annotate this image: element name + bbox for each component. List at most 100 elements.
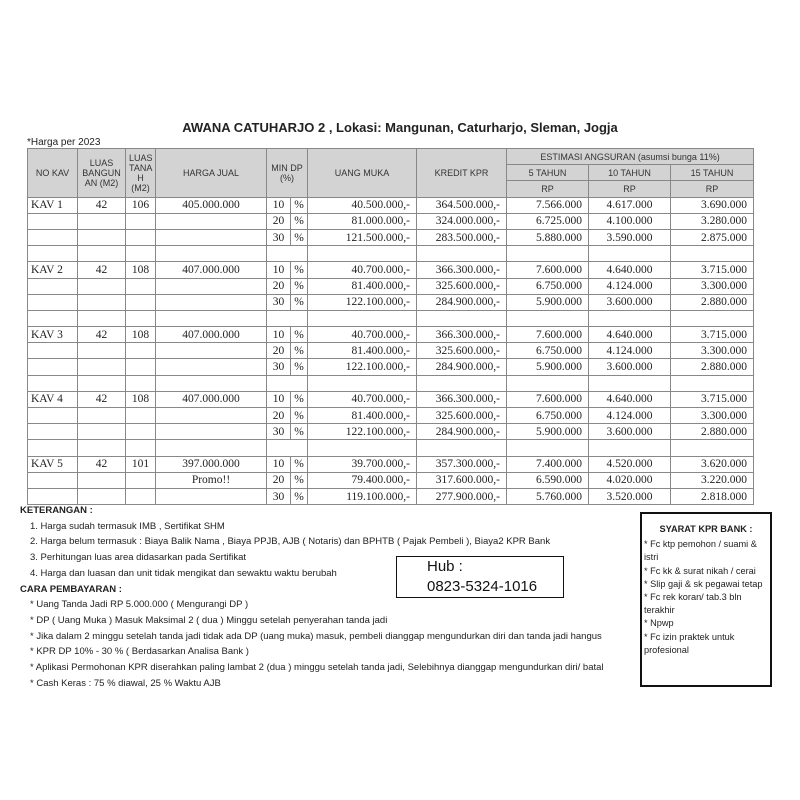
angsuran-15-tahun: 3.300.000 — [669, 277, 755, 295]
pembayaran-item: * Uang Tanda Jadi RP 5.000.000 ( Mengura… — [30, 599, 249, 611]
pembayaran-heading: CARA PEMBAYARAN : — [20, 583, 122, 595]
header-10-tahun: 10 TAHUN — [588, 164, 671, 182]
table-row: 20% 81.400.000,- 325.600.000,- 6.750.000 4.1… — [27, 342, 755, 360]
empty-cell — [155, 309, 267, 328]
contact-label: Hub : — [427, 558, 463, 575]
contact-phone[interactable]: 0823-5324-1016 — [427, 578, 538, 595]
angsuran-15-tahun: 2.880.000 — [669, 293, 755, 311]
harga-jual — [155, 293, 267, 311]
angsuran-10-tahun: 4.100.000 — [588, 212, 671, 230]
uang-muka: 40.500.000,- — [307, 196, 417, 214]
kav-name: KAV 5 — [27, 455, 78, 473]
percent-sign: % — [290, 196, 308, 214]
angsuran-5-tahun: 6.590.000 — [506, 471, 589, 489]
kredit-kpr: 277.900.000,- — [416, 487, 507, 506]
promo-label — [155, 406, 267, 425]
luas-tanah — [125, 342, 156, 360]
luas-tanah — [125, 471, 156, 489]
angsuran-10-tahun: 4.640.000 — [588, 261, 671, 279]
keterangan-item: 2. Harga belum termasuk : Biaya Balik Na… — [30, 536, 551, 548]
luas-tanah — [125, 293, 156, 311]
kredit-kpr: 284.900.000,- — [416, 423, 507, 441]
uang-muka: 81.400.000,- — [307, 406, 417, 425]
empty-cell — [588, 309, 671, 328]
header-no-kav: NO KAV — [27, 148, 78, 198]
header-min-dp: MIN DP (%) — [266, 148, 308, 198]
table-row: 20% 81.000.000,- 324.000.000,- 6.725.000 4.1… — [27, 212, 755, 230]
angsuran-5-tahun: 7.600.000 — [506, 261, 589, 279]
empty-cell — [27, 439, 78, 457]
empty-cell — [416, 374, 507, 392]
empty-cell — [155, 374, 267, 392]
table-row: KAV 1 42 106 405.000.000 10% 40.500.000,- 364.… — [27, 196, 755, 214]
price-table: NO KAV LUAS BANGUN AN (M2) LUAS TANA H (… — [27, 147, 755, 506]
empty-cell — [27, 309, 78, 328]
kav-name — [27, 277, 78, 295]
percent-sign: % — [290, 487, 308, 506]
percent-sign: % — [290, 293, 308, 311]
price-year-note: *Harga per 2023 — [27, 137, 101, 148]
angsuran-15-tahun: 3.620.000 — [669, 455, 755, 473]
uang-muka: 79.400.000,- — [307, 471, 417, 489]
dp-percent: 10 — [266, 390, 291, 409]
pembayaran-item: * KPR DP 10% - 30 % ( Berdasarkan Analis… — [30, 646, 249, 658]
spacer-row — [27, 245, 755, 263]
dp-percent: 20 — [266, 212, 291, 230]
angsuran-10-tahun: 4.640.000 — [588, 390, 671, 409]
contact-box: Hub : 0823-5324-1016 — [396, 556, 564, 598]
harga-jual — [155, 358, 267, 376]
table-row: KAV 4 42 108 407.000.000 10% 40.700.000,- 366.… — [27, 390, 755, 409]
percent-sign: % — [290, 455, 308, 473]
percent-sign: % — [290, 406, 308, 425]
dp-percent: 20 — [266, 342, 291, 360]
harga-jual: 397.000.000 — [155, 455, 267, 473]
empty-cell — [266, 374, 308, 392]
luas-bangunan — [77, 471, 126, 489]
header-rp: RP — [588, 180, 671, 198]
empty-cell — [669, 245, 755, 263]
angsuran-15-tahun: 2.818.000 — [669, 487, 755, 506]
angsuran-5-tahun: 6.750.000 — [506, 277, 589, 295]
kav-name — [27, 423, 78, 441]
keterangan-item: 4. Harga dan luasan dan unit tidak mengi… — [30, 567, 337, 579]
luas-bangunan: 42 — [77, 390, 126, 409]
kredit-kpr: 283.500.000,- — [416, 228, 507, 247]
luas-bangunan — [77, 277, 126, 295]
angsuran-5-tahun: 5.900.000 — [506, 423, 589, 441]
angsuran-5-tahun: 6.725.000 — [506, 212, 589, 230]
angsuran-5-tahun: 5.900.000 — [506, 293, 589, 311]
header-rp: RP — [506, 180, 589, 198]
header-kredit-kpr: KREDIT KPR — [416, 148, 507, 198]
empty-cell — [155, 439, 267, 457]
kav-name — [27, 228, 78, 247]
promo-label — [155, 277, 267, 295]
spacer-row — [27, 439, 755, 457]
uang-muka: 122.100.000,- — [307, 293, 417, 311]
empty-cell — [506, 245, 589, 263]
angsuran-10-tahun: 4.124.000 — [588, 342, 671, 360]
dp-percent: 20 — [266, 277, 291, 295]
empty-cell — [307, 245, 417, 263]
kav-name — [27, 471, 78, 489]
dp-percent: 30 — [266, 293, 291, 311]
kredit-kpr: 284.900.000,- — [416, 358, 507, 376]
header-rp: RP — [669, 180, 755, 198]
uang-muka: 39.700.000,- — [307, 455, 417, 473]
syarat-item: * Fc izin praktek untuk profesional — [644, 631, 735, 655]
uang-muka: 119.100.000,- — [307, 487, 417, 506]
empty-cell — [588, 245, 671, 263]
dp-percent: 10 — [266, 196, 291, 214]
pembayaran-item: * DP ( Uang Muka ) Masuk Maksimal 2 ( du… — [30, 614, 388, 626]
dp-percent: 10 — [266, 261, 291, 279]
harga-jual: 407.000.000 — [155, 261, 267, 279]
harga-jual: 405.000.000 — [155, 196, 267, 214]
empty-cell — [266, 245, 308, 263]
angsuran-15-tahun: 3.300.000 — [669, 342, 755, 360]
empty-cell — [125, 309, 156, 328]
kredit-kpr: 325.600.000,- — [416, 277, 507, 295]
kredit-kpr: 357.300.000,- — [416, 455, 507, 473]
table-row: 30% 122.100.000,- 284.900.000,- 5.900.000 3.… — [27, 423, 755, 441]
empty-cell — [307, 439, 417, 457]
empty-cell — [27, 245, 78, 263]
angsuran-10-tahun: 4.617.000 — [588, 196, 671, 214]
